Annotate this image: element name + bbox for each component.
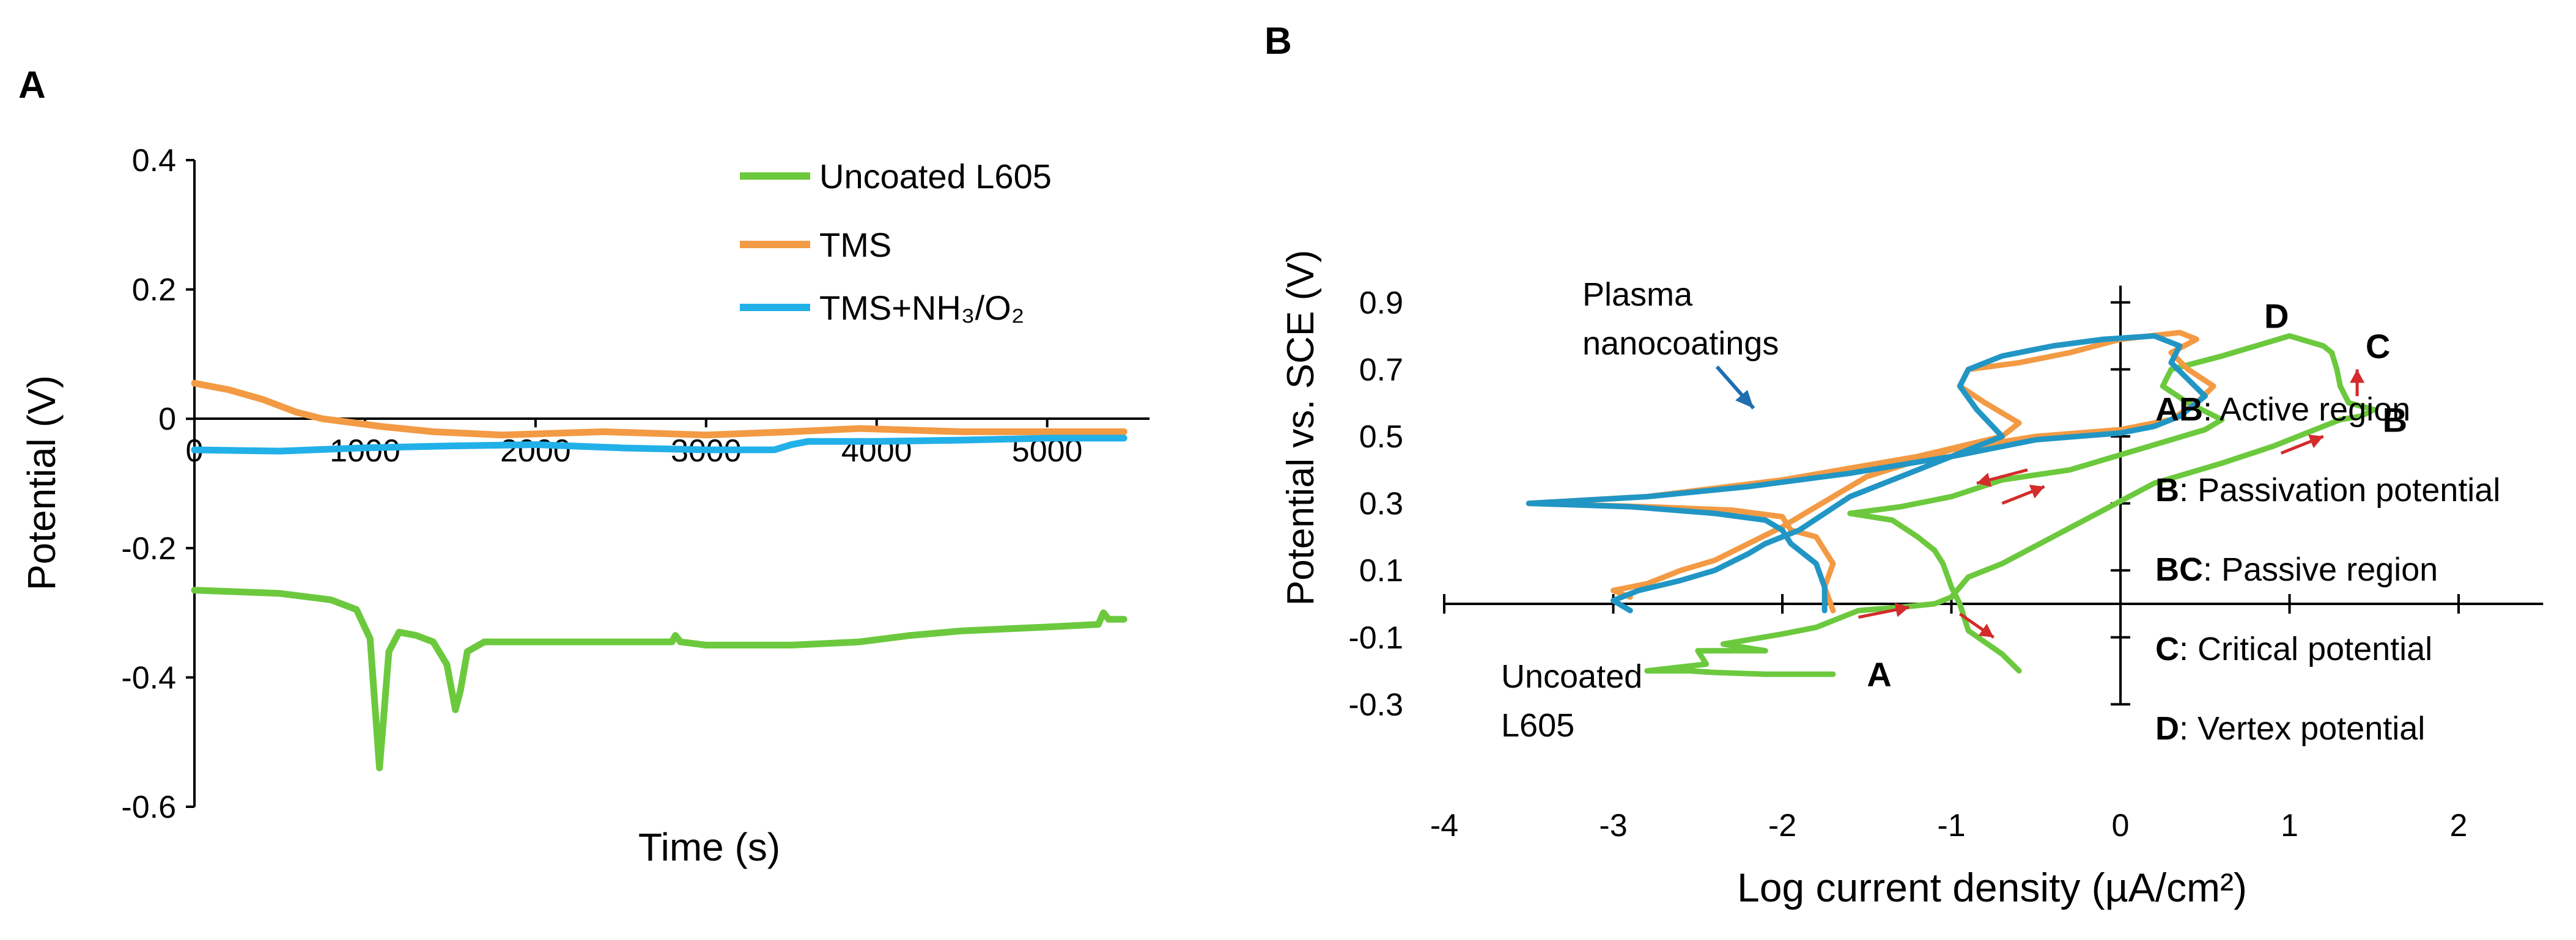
- panel-b-y-tick-label: 0.9: [1359, 285, 1403, 321]
- panel-b-y-tick-label: -0.1: [1348, 620, 1403, 656]
- plasma-label-line1: Plasma: [1582, 276, 1693, 313]
- legend-label-uncoated: Uncoated L605: [819, 157, 1052, 196]
- panel-a-label: A: [18, 64, 46, 106]
- panel-a-y-tick-label: -0.6: [121, 790, 176, 825]
- panel-a-series: [191, 380, 1127, 771]
- panel-a-x-tick-label: 2000: [500, 433, 571, 469]
- panel-b-x-tick-label: -2: [1768, 808, 1796, 843]
- panel-a-y-tick-label: 0: [158, 402, 176, 437]
- panel-b-y-tick-label: 0.3: [1359, 487, 1403, 522]
- region-legend-text: : Vertex potential: [2179, 710, 2425, 747]
- panel-b-x-title: Log current density (µA/cm²): [1737, 865, 2247, 910]
- panel-a: A 0 1000 2000 3000 4000 50000.40.20-0.2-0.4-0…: [18, 64, 1150, 869]
- panel-a-y-tick-label: -0.4: [121, 660, 176, 696]
- panel-b-axes: [1444, 285, 2544, 705]
- point-label-b: B: [2383, 401, 2407, 439]
- region-legend-item: B: Passivation potential: [2155, 472, 2500, 509]
- region-legend-item: AB: Active region: [2155, 391, 2410, 428]
- point-label-d: D: [2264, 297, 2289, 336]
- panel-b-x-tick-label: 1: [2281, 808, 2298, 843]
- point-label-a: A: [1867, 655, 1891, 694]
- uncoated-label-line1: Uncoated: [1501, 658, 1642, 695]
- region-legend-key: AB: [2155, 391, 2203, 428]
- uncoated-label-line2: L605: [1501, 707, 1574, 744]
- region-legend-text: : Active region: [2203, 391, 2410, 428]
- region-legend-text: : Passivation potential: [2179, 472, 2500, 509]
- panel-b: B -4 -3 -2 -1 0 1 20.90.70.50.30.1-0.1-0.3 ABC…: [1264, 20, 2544, 910]
- direction-arrow-head: [2350, 369, 2365, 383]
- panel-a-series-tms-nh-o: [191, 435, 1127, 455]
- panel-b-y-tick-label: 0.1: [1359, 553, 1403, 589]
- region-legend-item: D: Vertex potential: [2155, 710, 2425, 747]
- panel-a-y-tick-label: 0.4: [132, 143, 176, 178]
- panel-b-x-tick-label: 2: [2450, 808, 2468, 843]
- direction-arrow-head: [1976, 472, 1992, 487]
- panel-b-series-plasma-nanocoatings: [1526, 333, 2208, 614]
- direction-arrow-head: [2308, 434, 2323, 449]
- region-legend-key: D: [2155, 710, 2179, 747]
- panel-b-x-tick-label: -4: [1430, 808, 1458, 843]
- region-legend-item: BC: Passive region: [2155, 551, 2438, 588]
- panel-a-y-tick-label: -0.2: [121, 531, 176, 567]
- panel-a-x-title: Time (s): [638, 825, 780, 869]
- region-legend-key: BC: [2155, 551, 2203, 588]
- panel-b-y-tick-label: -0.3: [1348, 687, 1403, 722]
- legend-label-tms: TMS: [819, 226, 891, 264]
- panel-b-y-tick-label: 0.7: [1359, 352, 1403, 387]
- panel-a-y-tick-label: 0.2: [132, 273, 176, 308]
- direction-arrow-head: [2029, 485, 2045, 499]
- panel-b-x-tick-label: -3: [1599, 808, 1627, 843]
- panel-b-x-tick-label: 0: [2112, 808, 2130, 843]
- panel-a-axes: [193, 160, 1150, 807]
- panel-b-series: [1526, 329, 2377, 677]
- panel-a-y-title: Potential (V): [20, 375, 64, 590]
- region-legend-item: C: Critical potential: [2155, 631, 2432, 667]
- panel-b-x-tick-label: -1: [1937, 808, 1965, 843]
- region-legend-key: C: [2155, 631, 2179, 667]
- panel-a-series-tms: [191, 380, 1127, 439]
- region-legend-text: : Passive region: [2203, 551, 2438, 588]
- legend-label-tms-nh3o2: TMS+NH₃/O₂: [819, 288, 1024, 327]
- panel-b-direction-arrows: [1858, 369, 2365, 639]
- panel-b-series-uncoated-l605: [1644, 333, 2377, 677]
- panel-b-ticks: -4 -3 -2 -1 0 1 2 0.9 0.7 0.5 0.3 0.1 -0.1 -0.3: [1348, 285, 2467, 843]
- panel-a-series-uncoated-l605: [191, 587, 1127, 771]
- panel-b-label: B: [1264, 20, 1292, 62]
- plasma-label-line2: nanocoatings: [1582, 325, 1779, 362]
- region-legend-text: : Critical potential: [2179, 631, 2432, 667]
- panel-b-y-tick-label: 0.5: [1359, 419, 1403, 455]
- point-label-c: C: [2366, 327, 2390, 365]
- direction-arrow-head: [1894, 602, 1910, 617]
- panel-b-y-title: Potential vs. SCE (V): [1280, 250, 1322, 606]
- direction-arrow-head: [1978, 623, 1994, 637]
- panel-a-legend: Uncoated L605 TMS TMS+NH₃/O₂: [740, 157, 1052, 327]
- region-legend-key: B: [2155, 472, 2179, 509]
- plasma-pointer-head: [1735, 390, 1754, 408]
